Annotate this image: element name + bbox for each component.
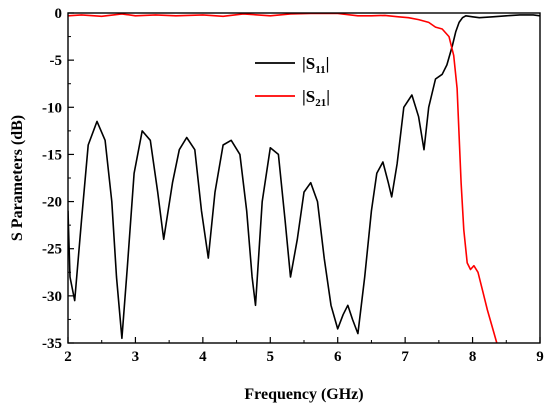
x-axis: 2 3 4 5 6 7 8 9 (64, 337, 544, 365)
series-line-s21 (68, 13, 498, 343)
x-tick-label: 8 (469, 349, 477, 365)
series-layer (68, 13, 540, 343)
x-tick-label: 6 (334, 349, 342, 365)
legend-label: |S21| (302, 87, 330, 109)
y-tick-label: 0 (55, 6, 63, 22)
y-tick-label: -15 (42, 147, 62, 163)
x-tick-label: 4 (199, 349, 207, 365)
x-tick-label: 2 (64, 349, 72, 365)
series-line-s11 (68, 14, 540, 340)
y-tick-label: -35 (42, 336, 62, 352)
x-tick-label: 5 (267, 349, 275, 365)
legend: |S11| |S21| (255, 54, 330, 109)
legend-label: |S11| (302, 54, 329, 76)
y-tick-label: -30 (42, 289, 62, 305)
x-tick-label: 3 (132, 349, 140, 365)
y-tick-label: -5 (50, 53, 63, 69)
y-axis-title: S Parameters (dB) (9, 115, 26, 241)
y-tick-label: -20 (42, 195, 62, 211)
y-axis: 0 -5 -10 -15 -20 -25 -30 -35 (42, 6, 74, 352)
x-tick-label: 9 (536, 349, 544, 365)
x-tick-label: 7 (401, 349, 409, 365)
y-tick-label: -25 (42, 242, 62, 258)
y-tick-label: -10 (42, 100, 62, 116)
x-axis-title: Frequency (GHz) (244, 386, 363, 403)
